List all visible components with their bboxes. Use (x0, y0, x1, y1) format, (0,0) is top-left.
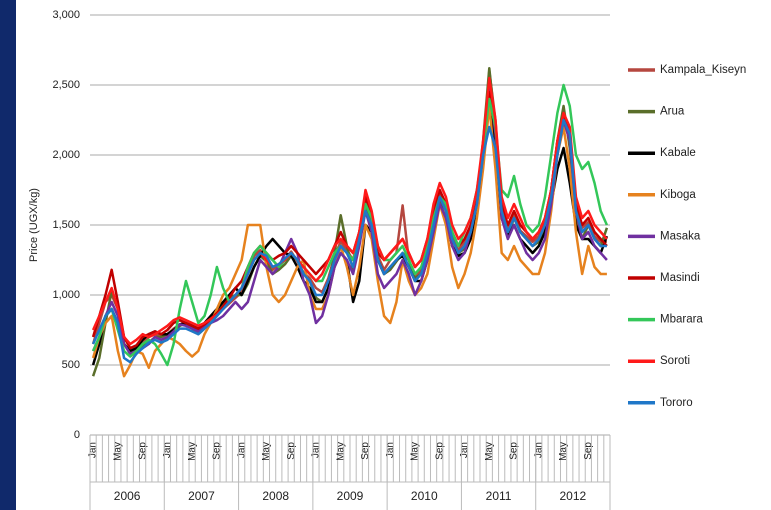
x-tick-label: May (112, 442, 123, 461)
series-line (91, 104, 607, 378)
y-tick-label: 1,500 (52, 219, 80, 231)
year-label: 2007 (188, 489, 215, 503)
legend-label: Kabale (660, 147, 696, 159)
x-tick-label: Sep (286, 442, 297, 460)
y-tick-label: 2,500 (52, 79, 80, 91)
x-tick-label: Sep (137, 442, 148, 460)
x-tick-label: Jan (533, 442, 544, 458)
legend-label: Arua (660, 106, 685, 118)
x-tick-label: Jan (162, 442, 173, 458)
legend-label: Masindi (660, 272, 700, 284)
x-tick-label: Sep (583, 442, 594, 460)
x-tick-label: May (558, 442, 569, 461)
x-tick-label: Jan (385, 442, 396, 458)
x-tick-label: May (484, 442, 495, 461)
year-label: 2012 (560, 489, 587, 503)
year-label: 2009 (337, 489, 364, 503)
year-label: 2008 (262, 489, 289, 503)
x-tick-label: May (335, 442, 346, 461)
year-label: 2011 (486, 489, 512, 503)
y-tick-label: 1,000 (52, 289, 80, 301)
y-tick-label: 2,000 (52, 149, 80, 161)
legend-label: Tororo (660, 397, 693, 409)
series-line (91, 83, 608, 356)
x-tick-label: Jan (236, 442, 247, 458)
legend-label: Kiboga (660, 189, 696, 201)
x-tick-label: Jan (311, 442, 322, 458)
series-line (91, 76, 608, 346)
x-tick-label: Sep (212, 442, 223, 460)
series-line (91, 83, 609, 367)
legend-label: Kampala_Kiseyn (660, 64, 746, 76)
x-tick-label: Jan (88, 442, 99, 458)
legend-label: Soroti (660, 355, 690, 367)
legend-label: Masaka (660, 230, 701, 242)
y-tick-label: 3,000 (52, 9, 80, 21)
series-line (91, 118, 607, 364)
x-tick-label: Sep (434, 442, 445, 460)
x-tick-label: May (187, 442, 198, 461)
year-label: 2006 (114, 489, 141, 503)
legend-label: Mbarara (660, 314, 703, 326)
x-tick-label: Jan (459, 442, 470, 458)
year-label: 2010 (411, 489, 438, 503)
x-tick-label: Sep (360, 442, 371, 460)
x-tick-label: May (261, 442, 272, 461)
x-tick-label: Sep (509, 442, 520, 460)
y-tick-label: 0 (74, 429, 80, 441)
y-axis-label: Price (UGX/kg) (28, 188, 40, 262)
y-tick-label: 500 (62, 359, 80, 371)
x-tick-label: May (410, 442, 421, 461)
